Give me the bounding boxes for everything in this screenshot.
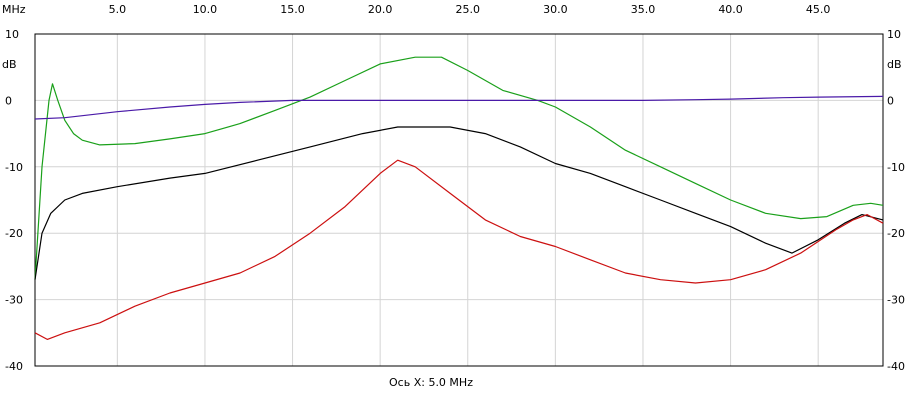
x-tick-label: 10.0 xyxy=(193,3,218,16)
y-tick-label-right: -40 xyxy=(887,360,905,373)
series-line-black xyxy=(34,126,884,280)
y-tick-label-left: -20 xyxy=(5,227,23,240)
x-unit-label: MHz xyxy=(2,3,26,16)
x-tick-label: 5.0 xyxy=(109,3,127,16)
x-tick-label: 30.0 xyxy=(543,3,568,16)
x-tick-label: 15.0 xyxy=(280,3,305,16)
series-line-green xyxy=(34,56,884,280)
plot-frame xyxy=(34,33,884,367)
y-tick-label-left: 0 xyxy=(5,94,12,107)
y-unit-label-left: dB xyxy=(2,58,17,71)
vertical-grid xyxy=(116,34,819,366)
series-line-red xyxy=(34,159,884,340)
y-tick-label-left: -10 xyxy=(5,161,23,174)
y-tick-label-left: -40 xyxy=(5,360,23,373)
x-tick-labels: 5.0 10.0 15.0 20.0 25.0 30.0 35.0 40.0 45.0 xyxy=(109,3,831,16)
y-tick-label-right: -20 xyxy=(887,227,905,240)
y-tick-label-left: -30 xyxy=(5,294,23,307)
y-tick-label-right: -30 xyxy=(887,294,905,307)
x-tick-label: 35.0 xyxy=(631,3,656,16)
series-line-purple xyxy=(34,95,884,120)
y-tick-label-left: 10 xyxy=(5,28,19,41)
y-tick-label-right: 0 xyxy=(887,94,894,107)
x-axis-title: Ось X: 5.0 MHz xyxy=(389,376,473,389)
x-tick-label: 40.0 xyxy=(718,3,743,16)
series-layer xyxy=(34,56,884,340)
y-tick-label-right: 10 xyxy=(887,28,901,41)
y-tick-label-right: -10 xyxy=(887,161,905,174)
x-tick-label: 45.0 xyxy=(806,3,831,16)
x-tick-label: 25.0 xyxy=(456,3,481,16)
y-tick-labels: 10 10 0 0 -10 -10 -20 -20 -30 -30 -40 -40 xyxy=(5,28,905,373)
x-tick-label: 20.0 xyxy=(368,3,393,16)
y-unit-label-right: dB xyxy=(887,58,902,71)
